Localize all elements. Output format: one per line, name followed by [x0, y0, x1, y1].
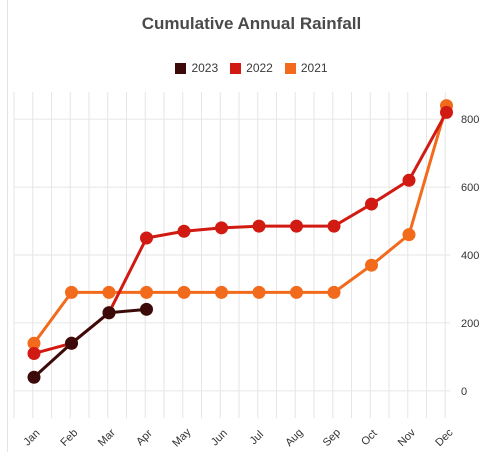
x-tick-label: Feb — [58, 427, 80, 449]
data-point-2022 — [365, 197, 378, 211]
data-point-2022 — [215, 221, 228, 235]
data-point-2021 — [290, 285, 303, 299]
data-point-2021 — [65, 285, 78, 299]
x-tick-label: Nov — [396, 426, 419, 449]
data-point-2023 — [102, 306, 116, 320]
data-point-2022 — [402, 173, 416, 187]
x-tick-label: May — [170, 426, 194, 450]
data-point-2022 — [290, 219, 303, 233]
data-point-2022 — [140, 231, 153, 245]
legend-swatch-2023 — [175, 62, 187, 74]
x-tick-label: Oct — [359, 428, 380, 449]
legend-item-2022[interactable]: 2022 — [230, 61, 273, 75]
data-point-2021 — [102, 285, 116, 299]
x-tick-label: Sep — [321, 427, 343, 449]
series-line-2023 — [32, 307, 147, 379]
data-point-2022 — [177, 224, 191, 238]
x-tick-label: Jun — [209, 427, 230, 448]
x-tick-label: Jul — [248, 429, 266, 447]
y-tick-label: 0 — [461, 386, 467, 398]
data-point-2022 — [27, 346, 41, 360]
frame-border — [7, 0, 8, 452]
legend-swatch-2022 — [230, 62, 242, 74]
data-point-2021 — [215, 285, 228, 299]
data-point-2021 — [365, 258, 378, 272]
x-tick-label: Mar — [96, 427, 118, 449]
y-tick-label: 400 — [461, 250, 479, 262]
data-point-2023 — [140, 302, 153, 316]
chart-title: Cumulative Annual Rainfall — [141, 14, 362, 33]
x-tick-label: Aug — [283, 427, 305, 449]
data-point-2023 — [27, 370, 41, 384]
series-line-2021 — [32, 105, 448, 345]
legend-label-2022: 2022 — [246, 61, 273, 75]
data-point-2022 — [327, 219, 341, 233]
y-tick-label: 200 — [461, 318, 479, 330]
data-point-2021 — [252, 285, 266, 299]
legend-item-2023[interactable]: 2023 — [175, 61, 218, 75]
y-tick-label: 800 — [461, 114, 479, 126]
x-tick-label: Dec — [433, 426, 456, 449]
chart-legend: 2023 2022 2021 — [0, 61, 503, 75]
legend-label-2021: 2021 — [300, 61, 328, 75]
legend-label-2023: 2023 — [191, 61, 219, 75]
legend-swatch-2021 — [284, 62, 296, 74]
data-point-2021 — [402, 228, 416, 242]
series-line-2022 — [33, 111, 448, 355]
y-tick-label: 600 — [461, 182, 479, 194]
data-point-2021 — [140, 285, 153, 299]
data-point-2022 — [440, 105, 453, 119]
data-point-2021 — [327, 285, 341, 299]
data-point-2023 — [65, 336, 78, 350]
x-tick-label: Apr — [134, 427, 155, 448]
x-tick-label: Jan — [21, 427, 42, 448]
data-point-2021 — [177, 285, 191, 299]
legend-item-2021[interactable]: 2021 — [284, 61, 328, 75]
data-point-2022 — [252, 219, 266, 233]
